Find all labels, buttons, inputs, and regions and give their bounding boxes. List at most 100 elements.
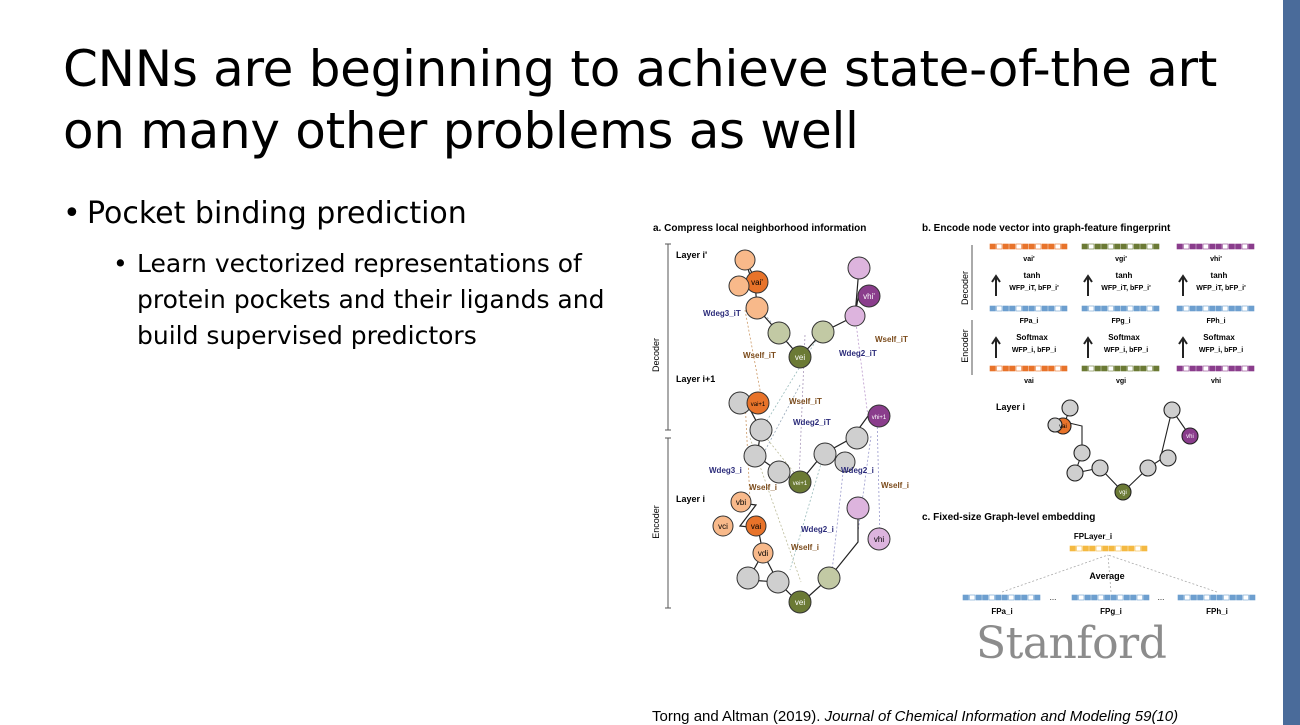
fingerprint-bar: [962, 594, 1041, 601]
bar-cell: [1123, 594, 1130, 601]
bar-cell: [1153, 305, 1160, 312]
node-label: vci: [718, 522, 728, 531]
bar-cell: [1133, 243, 1140, 250]
bar-cell: [969, 594, 976, 601]
node-label: vhi': [863, 292, 875, 301]
node-label: vhi: [874, 535, 884, 544]
bar-cell: [1035, 305, 1042, 312]
bar-cell: [1140, 305, 1147, 312]
weight-label: Wdeg3_i: [709, 466, 742, 475]
bar-cell: [1009, 243, 1016, 250]
bar-cell: [1002, 243, 1009, 250]
layer-i1-label: Layer i+1: [676, 374, 715, 384]
bar-cell: [1235, 243, 1242, 250]
panel-c-title: c. Fixed-size Graph-level embedding: [922, 512, 1095, 523]
bar-cell: [1242, 594, 1249, 601]
bar-cell: [1002, 365, 1009, 372]
node-label: vai': [751, 278, 763, 287]
graph-cnn-figure: a. Compress local neighborhood informati…: [651, 223, 1256, 616]
fp-layer-label: FPLayer_i: [1074, 532, 1112, 541]
bar-cell: [1210, 594, 1217, 601]
bar-cell: [1184, 594, 1191, 601]
citation-authors: Torng and Altman (2019).: [652, 708, 825, 725]
bar-cell: [1097, 594, 1104, 601]
top-vector-label: vai': [1023, 256, 1035, 263]
weight-label: Wself_i: [881, 481, 909, 490]
bar-cell: [1189, 243, 1196, 250]
weight-label: Wself_iT: [743, 351, 776, 360]
bar-cell: [1143, 594, 1150, 601]
bar-cell: [1094, 365, 1101, 372]
bar-cell: [1140, 243, 1147, 250]
bar-cell: [1084, 594, 1091, 601]
bar-cell: [1041, 365, 1048, 372]
activation-label: Softmax: [1108, 333, 1140, 342]
bar-cell: [1121, 545, 1128, 552]
arrow-up-icon: [991, 336, 1001, 358]
node-label: vai+1: [751, 402, 766, 408]
arrow-up-icon: [1083, 274, 1093, 296]
bar-cell: [1127, 243, 1134, 250]
bar-cell: [982, 594, 989, 601]
decoder-side-label: Decoder: [651, 338, 661, 372]
bar-cell: [1215, 365, 1222, 372]
bar-cell: [1128, 545, 1135, 552]
bar-cell: [1146, 305, 1153, 312]
fingerprint-bar: [1177, 594, 1256, 601]
bar-cell: [1022, 365, 1029, 372]
bar-cell: [1061, 365, 1068, 372]
bar-cell: [1202, 243, 1209, 250]
bar-cell: [1091, 594, 1098, 601]
weight-label: Wdeg2_i: [841, 466, 874, 475]
bar-cell: [1107, 365, 1114, 372]
bar-cell: [1061, 305, 1068, 312]
bar-cell: [1134, 545, 1141, 552]
node-label: vei: [795, 598, 805, 607]
bar-cell: [1133, 365, 1140, 372]
decoder-weight-label: WFP_iT, bFP_i': [1196, 285, 1246, 292]
bar-cell: [1215, 243, 1222, 250]
bullet-level-1: • Pocket binding prediction: [63, 196, 467, 231]
bar-cell: [1209, 365, 1216, 372]
top-vector-bar: [1081, 243, 1160, 250]
bar-cell: [1048, 243, 1055, 250]
arrow-up-icon: [1178, 336, 1188, 358]
arrow-up-icon: [991, 274, 1001, 296]
bar-cell: [1215, 305, 1222, 312]
bar-cell: [989, 365, 996, 372]
bar-cell: [1061, 243, 1068, 250]
bar-cell: [988, 594, 995, 601]
bar-cell: [1089, 545, 1096, 552]
panel-c-bars: FPa_i FPg_i FPh_i......: [962, 545, 1256, 616]
bar-cell: [1120, 305, 1127, 312]
layer-iprime-label: Layer i': [676, 250, 707, 260]
panel-a-nodes: [712, 249, 891, 614]
bar-cell: [1095, 545, 1102, 552]
bar-cell: [1110, 594, 1117, 601]
bar-cell: [1117, 594, 1124, 601]
fingerprint-bar: [989, 305, 1068, 312]
bar-cell: [1114, 305, 1121, 312]
bar-cell: [1176, 305, 1183, 312]
bar-cell: [1153, 243, 1160, 250]
weight-label: Wdeg2_iT: [839, 349, 877, 358]
bar-cell: [1228, 243, 1235, 250]
fingerprint-label: FPh_i: [1206, 607, 1228, 616]
bar-cell: [1183, 243, 1190, 250]
ellipsis-label: ...: [1050, 593, 1057, 602]
decoder-weight-label: WFP_iT, bFP_i': [1009, 285, 1059, 292]
bar-cell: [1101, 365, 1108, 372]
bar-cell: [1197, 594, 1204, 601]
weight-label: Wself_i: [791, 543, 819, 552]
arrow-up-icon: [1083, 336, 1093, 358]
bar-cell: [1035, 365, 1042, 372]
bar-cell: [1235, 365, 1242, 372]
bar-cell: [1183, 365, 1190, 372]
node-label: vbi: [736, 498, 746, 507]
top-vector-bar: [1176, 243, 1255, 250]
bar-cell: [996, 243, 1003, 250]
bar-cell: [1196, 365, 1203, 372]
bar-cell: [1108, 545, 1115, 552]
bar-cell: [1222, 305, 1229, 312]
node-label: vei: [795, 353, 805, 362]
